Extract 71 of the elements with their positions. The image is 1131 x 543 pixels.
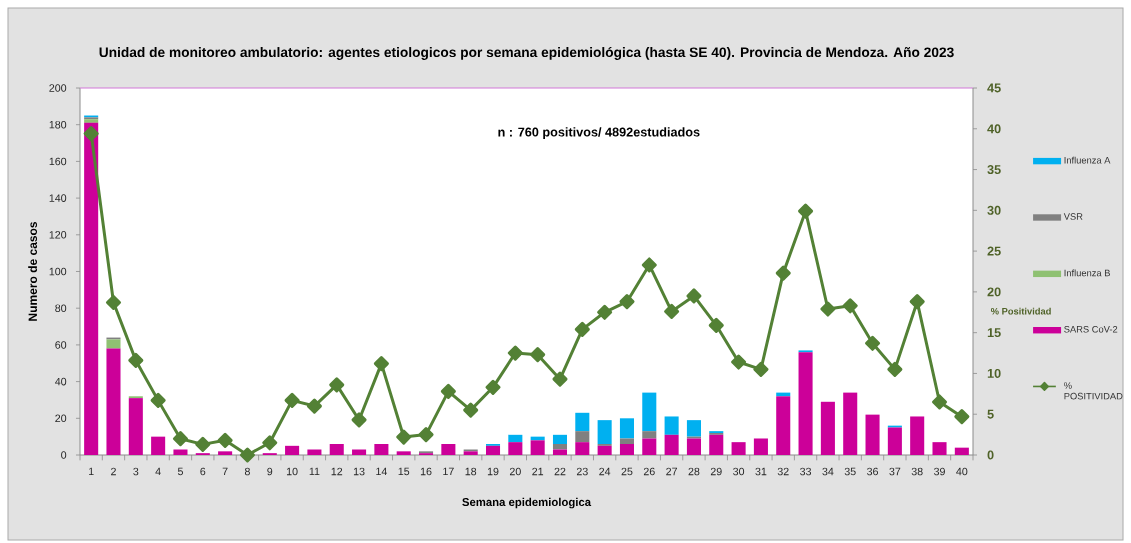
x-tick-label: 19	[487, 467, 499, 476]
y2-tick-label: 10	[987, 368, 1001, 378]
y-tick-label: 100	[49, 267, 67, 276]
x-tick-label: 29	[710, 467, 722, 476]
x-tick-label: 32	[777, 467, 789, 476]
x-tick-label: 25	[621, 467, 633, 476]
chart-title: Unidad de monitoreo ambulatorio: agentes etiologicos por semana epidemiológica (hasta SE 40). Provincia de Mendoza. Año 2023	[99, 46, 954, 60]
x-tick-label: 14	[376, 467, 388, 476]
x-tick-label: 4	[155, 467, 161, 476]
x-tick-label: 27	[666, 467, 678, 476]
y-tick-label: 200	[49, 84, 67, 92]
x-tick-label: 20	[509, 467, 521, 476]
x-tick-label: 31	[755, 467, 767, 476]
x-tick-label: 5	[177, 467, 183, 476]
x-tick-label: 23	[576, 467, 588, 476]
x-tick-label: 21	[532, 467, 544, 476]
y-tick-label: 60	[55, 341, 67, 349]
y2-tick-label: 5	[987, 409, 994, 419]
y2-tick-label: 25	[987, 246, 1001, 256]
x-tick-label: 36	[867, 467, 878, 476]
y-tick-label: 0	[61, 451, 67, 459]
x-tick-label: 35	[844, 467, 856, 476]
legend-label: SARS CoV-2	[1064, 325, 1118, 333]
annotation: n : 760 positivos/ 4892estudiados	[498, 127, 700, 140]
x-tick-label: 40	[956, 467, 968, 476]
y-tick-label: 40	[55, 377, 67, 386]
y-tick-label: 180	[49, 120, 67, 129]
x-tick-label: 13	[353, 467, 365, 476]
x-tick-label: 3	[133, 467, 139, 476]
y-tick-label: 160	[49, 157, 67, 166]
x-tick-label: 33	[800, 467, 812, 476]
x-tick-label: 22	[554, 467, 566, 476]
y-tick-label: 120	[49, 231, 67, 239]
x-tick-label: 30	[733, 467, 745, 476]
x-tick-label: 28	[688, 467, 700, 476]
x-tick-label: 38	[911, 467, 923, 476]
y2-axis-title: % Positividad	[990, 307, 1051, 315]
x-tick-label: 12	[331, 467, 343, 476]
y2-tick-label: 45	[987, 83, 1001, 93]
x-tick-label: 1	[89, 467, 94, 476]
y2-tick-label: 15	[987, 328, 1001, 338]
y-tick-label: 20	[55, 414, 67, 423]
legend-label: VSR	[1063, 213, 1083, 220]
y-tick-label: 80	[55, 304, 67, 312]
legend-label: Influenza B	[1064, 269, 1110, 277]
x-tick-label: 10	[286, 467, 298, 476]
x-tick-label: 16	[420, 467, 432, 476]
x-tick-label: 18	[465, 467, 477, 476]
x-tick-label: 39	[933, 467, 945, 476]
y2-tick-label: 30	[987, 205, 1001, 215]
x-tick-label: 9	[267, 467, 273, 476]
x-axis-title: Semana epidemiologica	[462, 497, 592, 509]
legend-label: Influenza A	[1064, 156, 1111, 164]
x-tick-label: 15	[398, 467, 410, 476]
y2-tick-label: 35	[987, 165, 1001, 175]
y-axis-title: Numero de casos	[28, 221, 38, 321]
x-tick-label: 11	[309, 467, 320, 476]
x-tick-label: 26	[643, 467, 655, 476]
x-tick-label: 8	[244, 467, 250, 476]
x-tick-label: 6	[200, 467, 206, 476]
x-tick-label: 37	[889, 467, 901, 476]
x-tick-label: 2	[111, 467, 116, 476]
x-tick-label: 7	[222, 467, 228, 476]
legend-label: % POSITIVIDAD	[1064, 382, 1123, 400]
y2-tick-label: 0	[987, 450, 994, 460]
x-tick-label: 24	[599, 467, 611, 476]
y2-tick-label: 40	[987, 124, 1001, 134]
x-tick-label: 34	[822, 467, 834, 476]
x-tick-label: 17	[443, 467, 454, 476]
y-tick-label: 140	[49, 194, 67, 202]
y2-tick-label: 20	[987, 287, 1001, 297]
